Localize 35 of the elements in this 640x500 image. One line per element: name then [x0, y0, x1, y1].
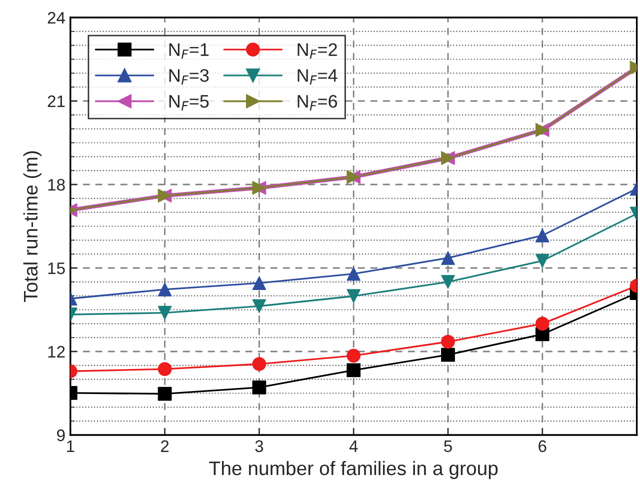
point [535, 316, 550, 331]
x-tick-label: 3 [255, 440, 264, 452]
y-tick-label: 18 [48, 178, 65, 191]
point [252, 380, 266, 394]
point [441, 274, 455, 289]
point [346, 289, 361, 304]
x-tick-label: 5 [444, 440, 452, 452]
y-axis-title: Total run-time (m) [23, 151, 42, 302]
legend-label: N$_{F}$=3 [169, 69, 209, 85]
y-tick-label: 24 [48, 12, 66, 24]
point [441, 348, 455, 362]
point [252, 299, 266, 314]
legend-label: N$_{F}$=5 [169, 95, 209, 111]
x-axis-title: The number of families in a group [209, 460, 498, 480]
legend-label: N$_{F}$=6 [298, 94, 338, 111]
x-tick-label: 2 [161, 440, 169, 452]
y-tick-label: 15 [48, 262, 65, 274]
point [346, 348, 361, 363]
point [535, 228, 550, 242]
point [346, 363, 361, 378]
x-tick-label: 4 [349, 440, 358, 452]
legend-label: N$_{F}$=1 [169, 43, 209, 59]
legend-label: N$_{F}$=2 [298, 43, 337, 59]
y-tick-label: 12 [48, 346, 65, 358]
point [252, 357, 266, 371]
legend-label: N$_{F}$=4 [298, 69, 338, 85]
y-tick-label: 9 [57, 429, 65, 442]
x-tick-label: 1 [67, 440, 74, 452]
point [441, 334, 455, 349]
y-tick-label: 21 [48, 95, 65, 108]
point [441, 251, 455, 265]
point [346, 266, 361, 281]
x-tick-label: 6 [538, 440, 546, 452]
point [535, 254, 550, 268]
point [252, 276, 266, 290]
